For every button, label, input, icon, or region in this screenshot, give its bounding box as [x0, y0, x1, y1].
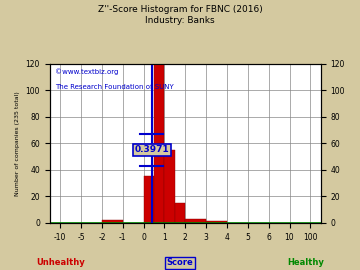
- Bar: [206, 221, 227, 223]
- Bar: [144, 176, 154, 223]
- Text: Score: Score: [167, 258, 193, 267]
- Text: The Research Foundation of SUNY: The Research Foundation of SUNY: [55, 85, 174, 90]
- Text: Unhealthy: Unhealthy: [36, 258, 85, 267]
- Text: ©www.textbiz.org: ©www.textbiz.org: [55, 69, 118, 75]
- Text: Z''-Score Histogram for FBNC (2016)
Industry: Banks: Z''-Score Histogram for FBNC (2016) Indu…: [98, 5, 262, 25]
- Y-axis label: Number of companies (235 total): Number of companies (235 total): [15, 91, 20, 195]
- Text: Healthy: Healthy: [287, 258, 324, 267]
- Bar: [165, 150, 175, 223]
- Bar: [154, 64, 165, 223]
- Bar: [175, 203, 185, 223]
- Bar: [102, 220, 123, 223]
- Bar: [185, 219, 206, 223]
- Text: 0.3971: 0.3971: [135, 145, 169, 154]
